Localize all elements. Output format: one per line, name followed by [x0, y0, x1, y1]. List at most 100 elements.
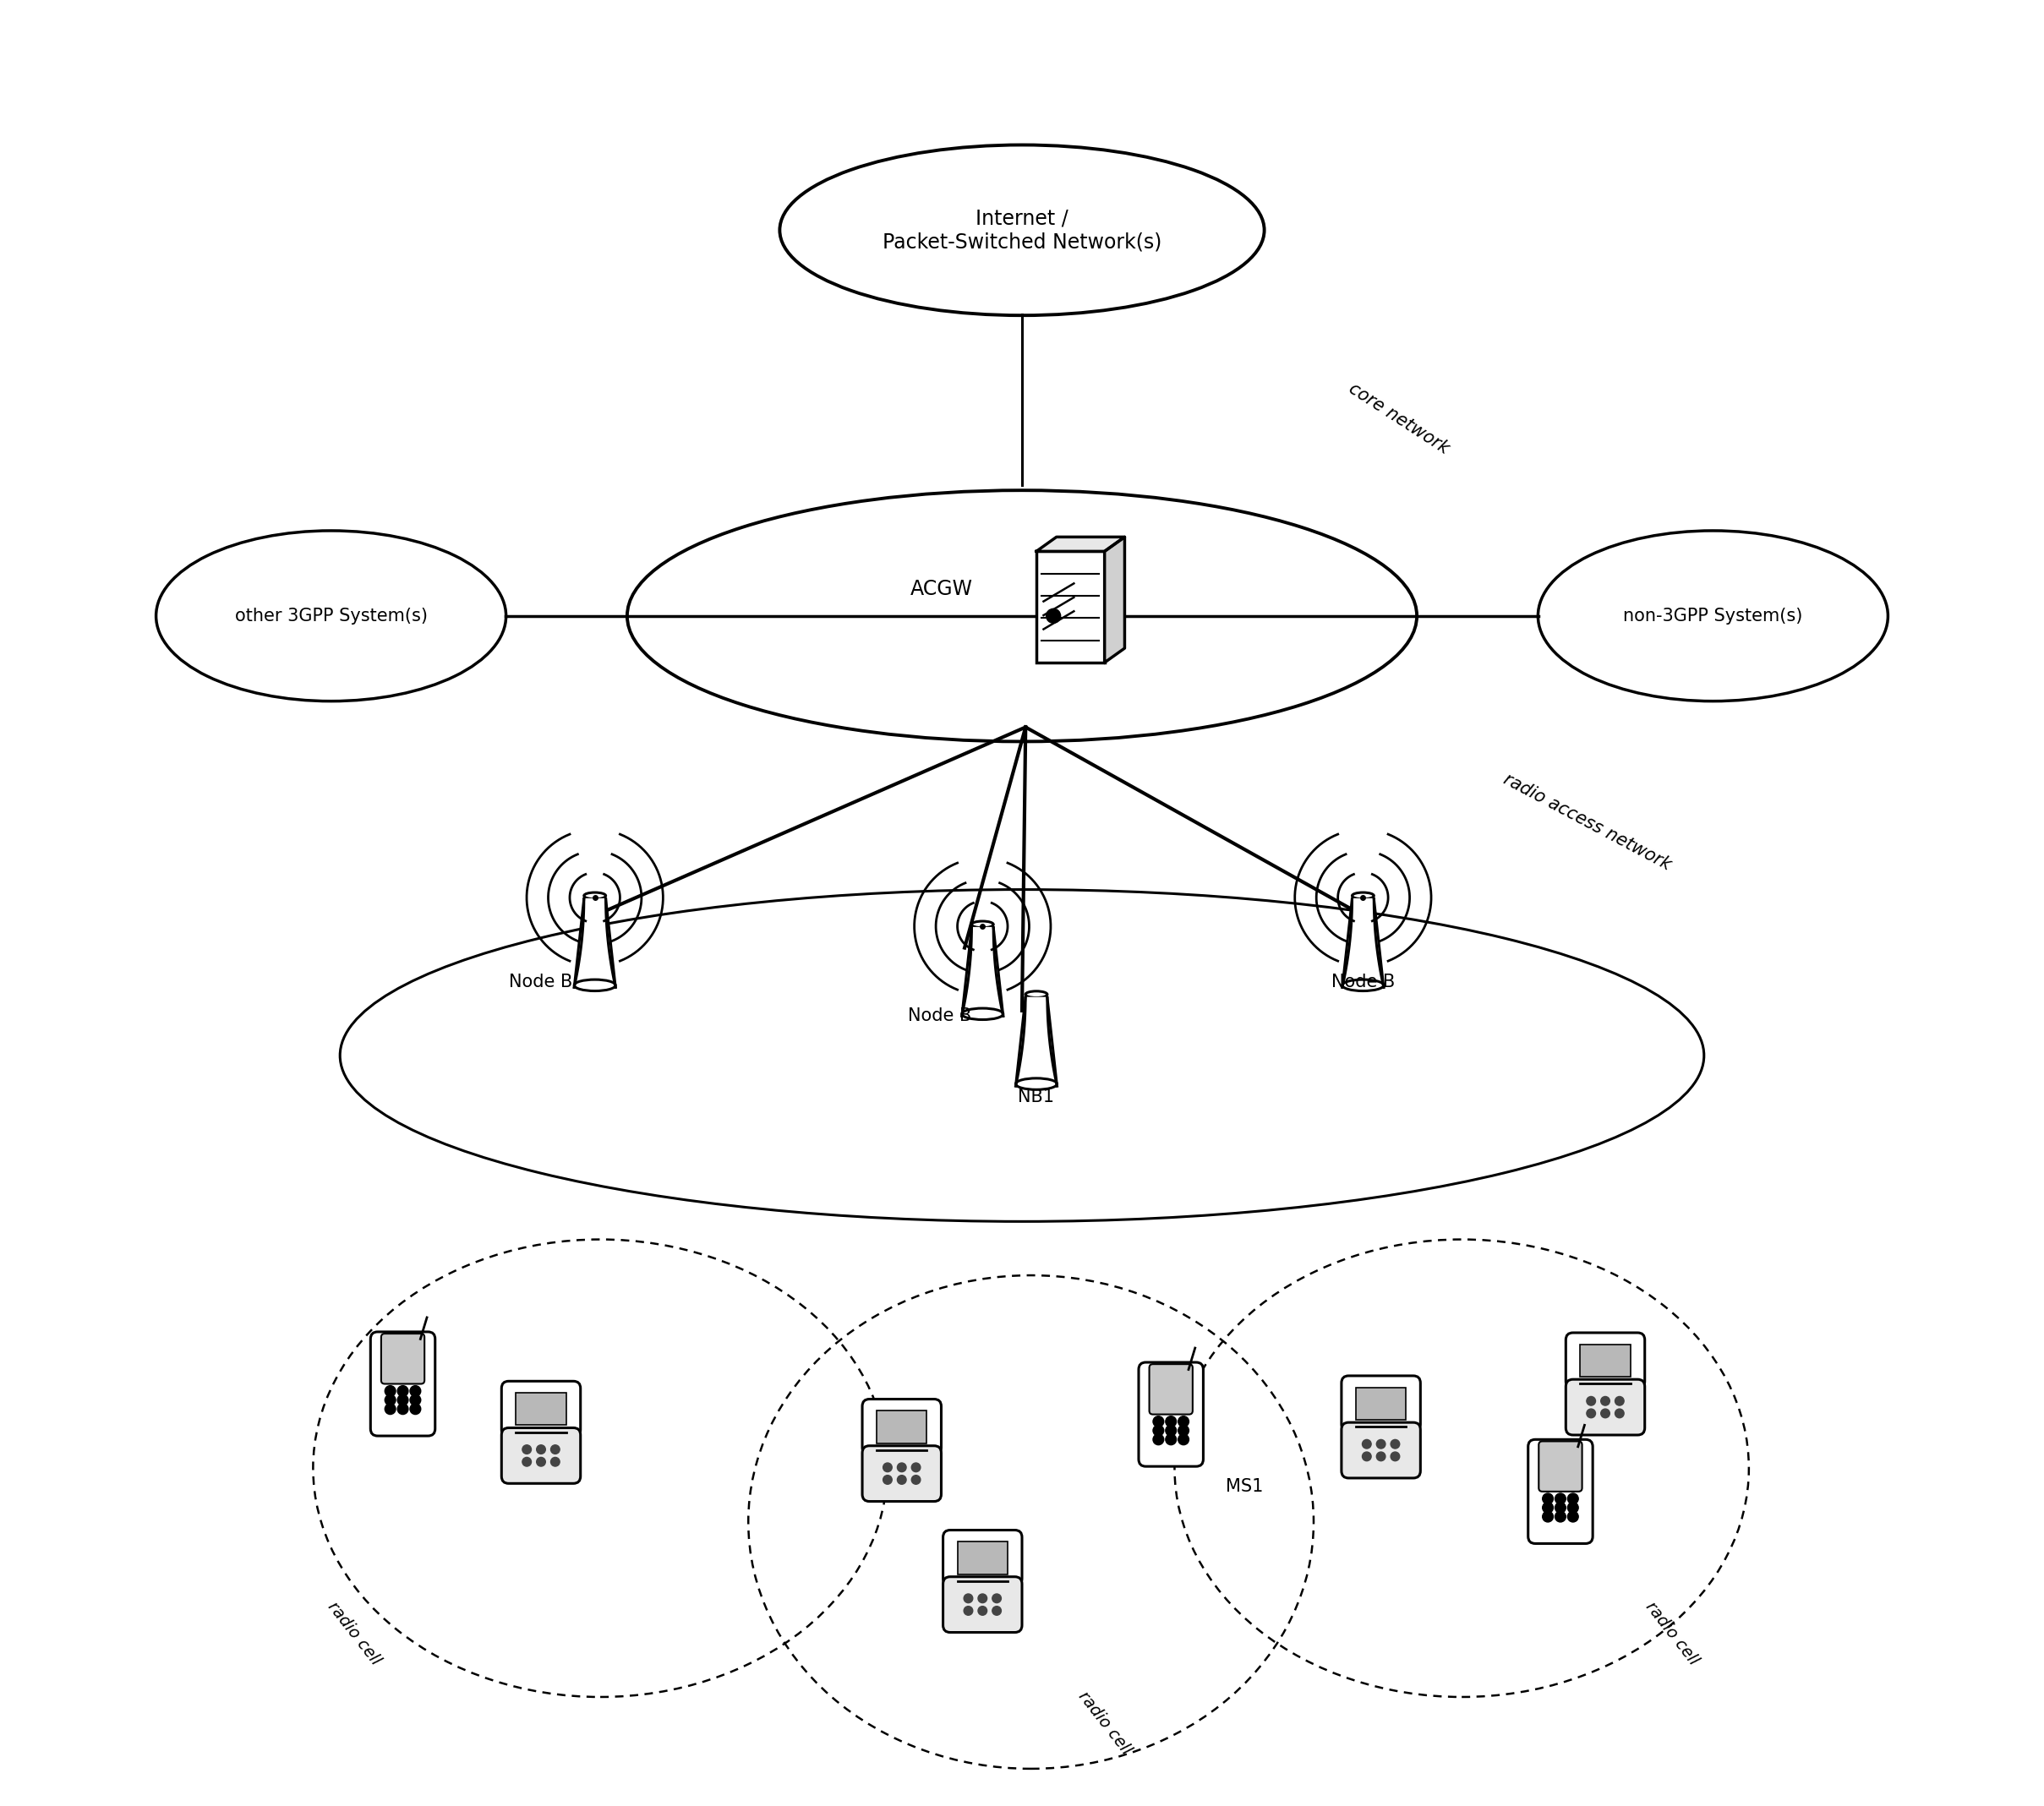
FancyBboxPatch shape — [877, 1410, 926, 1443]
Circle shape — [912, 1463, 920, 1472]
Circle shape — [883, 1463, 891, 1472]
Circle shape — [991, 1595, 1002, 1604]
Circle shape — [991, 1606, 1002, 1615]
Circle shape — [1543, 1503, 1553, 1513]
Circle shape — [1568, 1494, 1578, 1504]
FancyBboxPatch shape — [1139, 1362, 1204, 1466]
Circle shape — [411, 1385, 421, 1396]
Circle shape — [1615, 1396, 1625, 1405]
Text: ACGW: ACGW — [910, 580, 973, 600]
Circle shape — [397, 1403, 409, 1414]
Circle shape — [384, 1394, 397, 1405]
FancyBboxPatch shape — [1036, 551, 1104, 663]
Ellipse shape — [585, 892, 605, 899]
Circle shape — [1153, 1416, 1163, 1427]
FancyBboxPatch shape — [501, 1429, 580, 1483]
Circle shape — [411, 1394, 421, 1405]
Circle shape — [536, 1445, 546, 1454]
FancyBboxPatch shape — [1149, 1364, 1192, 1414]
Text: radio cell: radio cell — [1075, 1689, 1134, 1757]
Circle shape — [1586, 1409, 1596, 1418]
Circle shape — [1555, 1512, 1566, 1522]
Circle shape — [536, 1457, 546, 1466]
Circle shape — [397, 1394, 409, 1405]
Circle shape — [1376, 1439, 1386, 1448]
Ellipse shape — [574, 979, 615, 991]
Text: Node B: Node B — [1331, 973, 1394, 990]
Circle shape — [1177, 1425, 1190, 1436]
Circle shape — [1543, 1512, 1553, 1522]
Circle shape — [897, 1476, 905, 1485]
Ellipse shape — [1343, 979, 1384, 991]
Circle shape — [965, 1595, 973, 1604]
Ellipse shape — [1351, 892, 1374, 899]
Polygon shape — [1343, 899, 1384, 988]
Text: core network: core network — [1345, 379, 1451, 457]
FancyBboxPatch shape — [1566, 1380, 1645, 1436]
Text: Node B: Node B — [908, 1008, 971, 1024]
Text: radio cell: radio cell — [1641, 1598, 1701, 1669]
Circle shape — [1165, 1434, 1177, 1445]
Ellipse shape — [1026, 991, 1047, 997]
Text: MS1: MS1 — [1226, 1477, 1263, 1495]
Circle shape — [1555, 1503, 1566, 1513]
Circle shape — [1555, 1494, 1566, 1504]
Ellipse shape — [971, 921, 993, 928]
FancyBboxPatch shape — [1529, 1439, 1592, 1544]
FancyBboxPatch shape — [501, 1382, 580, 1438]
Circle shape — [411, 1403, 421, 1414]
Circle shape — [523, 1457, 531, 1466]
Circle shape — [550, 1457, 560, 1466]
FancyBboxPatch shape — [370, 1331, 435, 1436]
Text: non-3GPP System(s): non-3GPP System(s) — [1623, 607, 1803, 625]
Circle shape — [523, 1445, 531, 1454]
Text: radio access network: radio access network — [1500, 771, 1674, 874]
Circle shape — [384, 1403, 397, 1414]
FancyBboxPatch shape — [863, 1400, 940, 1456]
Circle shape — [1047, 609, 1061, 623]
Circle shape — [1165, 1425, 1177, 1436]
Ellipse shape — [963, 1008, 1004, 1020]
FancyBboxPatch shape — [863, 1447, 940, 1501]
FancyBboxPatch shape — [957, 1542, 1008, 1575]
Circle shape — [1600, 1409, 1611, 1418]
FancyBboxPatch shape — [1341, 1376, 1421, 1432]
FancyBboxPatch shape — [1566, 1333, 1645, 1389]
Circle shape — [1390, 1439, 1400, 1448]
Polygon shape — [1016, 997, 1057, 1085]
FancyBboxPatch shape — [380, 1333, 425, 1383]
Circle shape — [1600, 1396, 1611, 1405]
Circle shape — [1568, 1512, 1578, 1522]
FancyBboxPatch shape — [942, 1530, 1022, 1586]
Circle shape — [977, 1606, 987, 1615]
Circle shape — [1153, 1425, 1163, 1436]
Circle shape — [1153, 1434, 1163, 1445]
Text: Internet /
Packet-Switched Network(s): Internet / Packet-Switched Network(s) — [883, 208, 1161, 253]
Circle shape — [1361, 1439, 1372, 1448]
Circle shape — [897, 1463, 905, 1472]
Text: radio cell: radio cell — [325, 1598, 384, 1669]
Polygon shape — [1036, 536, 1124, 551]
FancyBboxPatch shape — [1341, 1423, 1421, 1477]
Ellipse shape — [1016, 1078, 1057, 1089]
FancyBboxPatch shape — [1539, 1441, 1582, 1492]
Circle shape — [1543, 1494, 1553, 1504]
Circle shape — [1165, 1416, 1177, 1427]
Circle shape — [912, 1476, 920, 1485]
Circle shape — [883, 1476, 891, 1485]
Polygon shape — [574, 899, 615, 988]
Circle shape — [1586, 1396, 1596, 1405]
Circle shape — [1615, 1409, 1625, 1418]
Text: other 3GPP System(s): other 3GPP System(s) — [235, 607, 427, 625]
Circle shape — [384, 1385, 397, 1396]
FancyBboxPatch shape — [1580, 1344, 1631, 1376]
Circle shape — [1361, 1452, 1372, 1461]
Circle shape — [1390, 1452, 1400, 1461]
Text: NB1: NB1 — [1018, 1089, 1055, 1105]
Circle shape — [1177, 1434, 1190, 1445]
FancyBboxPatch shape — [1355, 1387, 1406, 1420]
Polygon shape — [1104, 536, 1124, 663]
FancyBboxPatch shape — [942, 1577, 1022, 1633]
Circle shape — [397, 1385, 409, 1396]
Circle shape — [977, 1595, 987, 1604]
